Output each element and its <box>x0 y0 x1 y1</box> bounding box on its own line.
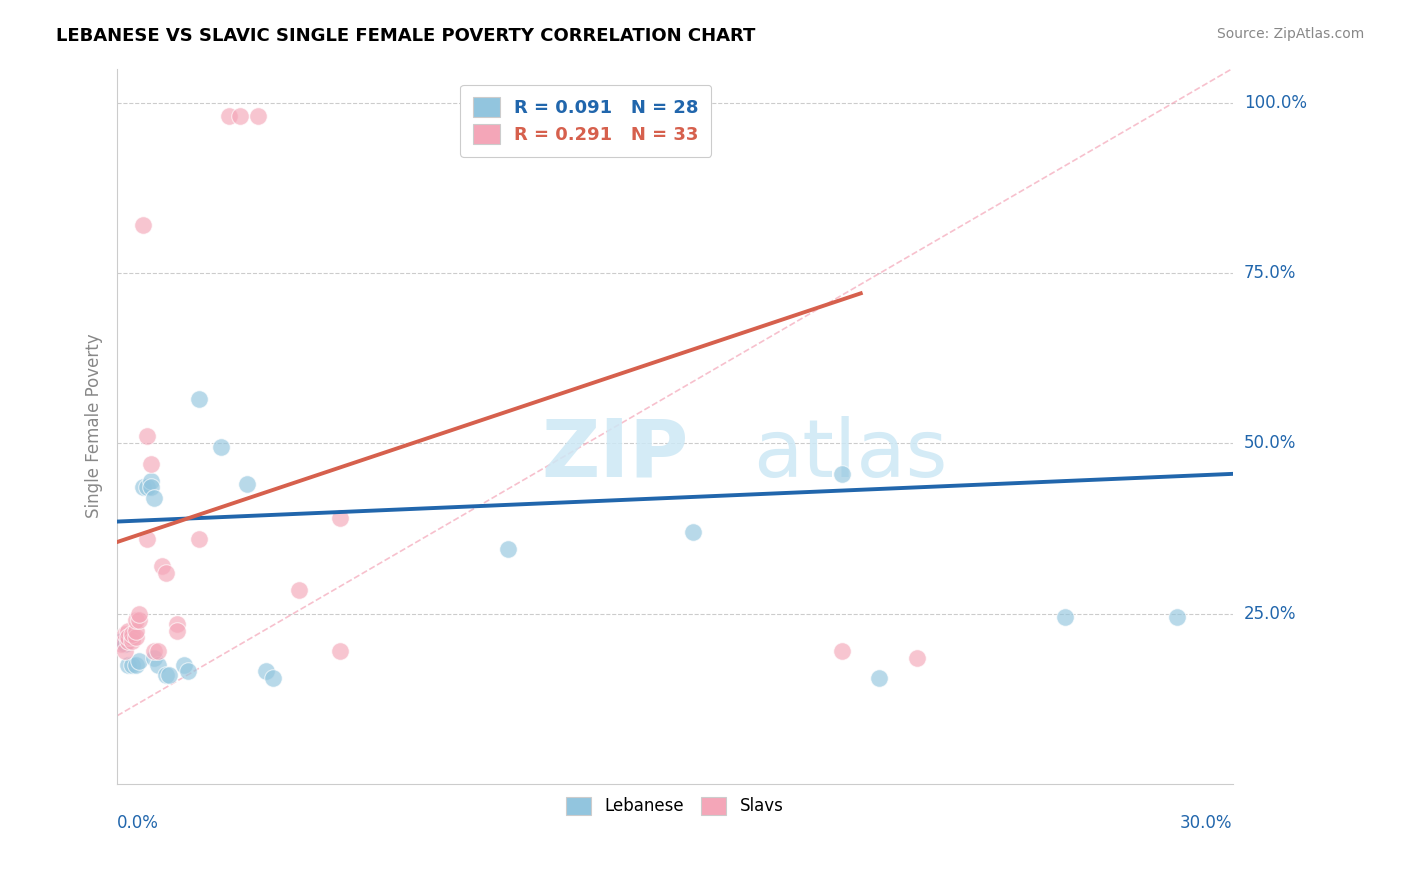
Point <box>139 474 162 488</box>
Point <box>136 532 159 546</box>
Point <box>1166 610 1188 624</box>
Point <box>125 631 148 645</box>
Text: 50.0%: 50.0% <box>1244 434 1296 452</box>
Point <box>247 109 270 123</box>
Point <box>262 671 284 685</box>
Point <box>121 631 143 645</box>
Point <box>288 582 311 597</box>
Point <box>125 613 148 627</box>
Point <box>114 637 136 651</box>
Point <box>128 607 150 621</box>
Text: ZIP: ZIP <box>541 416 689 494</box>
Point <box>121 657 143 672</box>
Text: 25.0%: 25.0% <box>1244 605 1296 623</box>
Point <box>173 657 195 672</box>
Point <box>114 627 136 641</box>
Point <box>121 633 143 648</box>
Point <box>157 668 180 682</box>
Point <box>150 558 173 573</box>
Text: 0.0%: 0.0% <box>117 814 159 832</box>
Text: LEBANESE VS SLAVIC SINGLE FEMALE POVERTY CORRELATION CHART: LEBANESE VS SLAVIC SINGLE FEMALE POVERTY… <box>56 27 755 45</box>
Text: 30.0%: 30.0% <box>1180 814 1233 832</box>
Legend: Lebanese, Slavs: Lebanese, Slavs <box>560 790 790 822</box>
Point <box>143 644 166 658</box>
Point <box>831 467 853 481</box>
Point <box>132 481 155 495</box>
Point <box>682 524 704 539</box>
Point <box>139 481 162 495</box>
Point <box>132 218 155 232</box>
Text: atlas: atlas <box>754 416 948 494</box>
Point <box>1054 610 1077 624</box>
Point <box>117 631 139 645</box>
Point <box>117 633 139 648</box>
Point <box>329 511 352 525</box>
Point <box>117 657 139 672</box>
Point <box>329 644 352 658</box>
Y-axis label: Single Female Poverty: Single Female Poverty <box>86 334 103 518</box>
Point <box>110 633 132 648</box>
Point <box>110 637 132 651</box>
Point <box>209 440 232 454</box>
Point <box>125 624 148 638</box>
Text: 100.0%: 100.0% <box>1244 94 1306 112</box>
Point <box>218 109 240 123</box>
Point <box>177 665 200 679</box>
Point <box>146 644 169 658</box>
Text: Source: ZipAtlas.com: Source: ZipAtlas.com <box>1216 27 1364 41</box>
Point <box>136 481 159 495</box>
Point <box>125 657 148 672</box>
Point <box>254 665 277 679</box>
Point <box>831 644 853 658</box>
Point <box>128 613 150 627</box>
Point <box>229 109 252 123</box>
Point <box>155 668 177 682</box>
Point <box>143 650 166 665</box>
Point <box>496 541 519 556</box>
Point <box>188 392 211 406</box>
Point <box>166 624 188 638</box>
Point <box>868 671 890 685</box>
Point <box>136 429 159 443</box>
Point <box>128 654 150 668</box>
Point <box>188 532 211 546</box>
Point <box>166 616 188 631</box>
Point <box>905 650 928 665</box>
Point <box>117 624 139 638</box>
Point <box>139 457 162 471</box>
Point <box>155 566 177 580</box>
Text: 75.0%: 75.0% <box>1244 264 1296 282</box>
Point <box>146 657 169 672</box>
Point <box>121 627 143 641</box>
Point <box>143 491 166 505</box>
Point <box>236 477 259 491</box>
Point <box>114 644 136 658</box>
